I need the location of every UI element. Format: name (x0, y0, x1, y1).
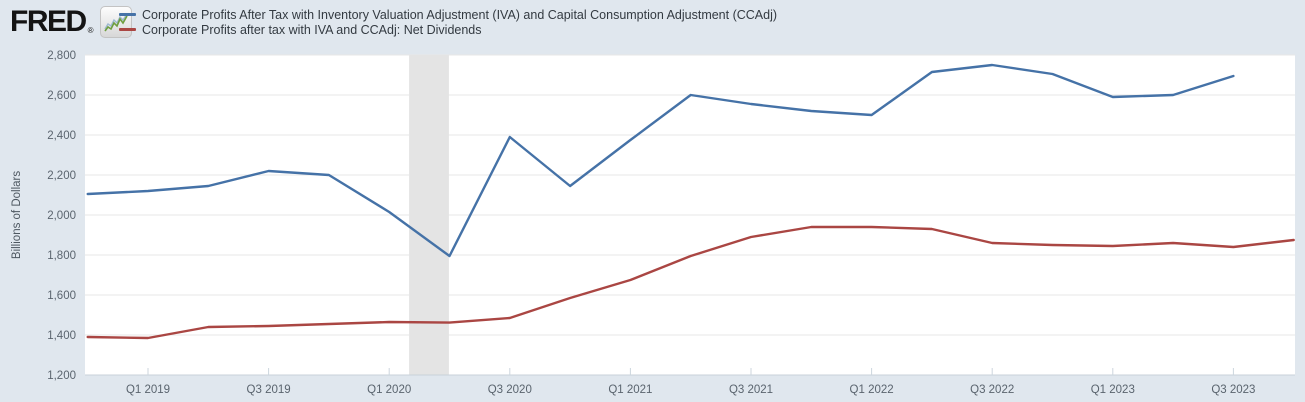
y-tick-label: 2,600 (47, 90, 76, 102)
x-tick-label: Q1 2021 (608, 384, 652, 396)
recession-band (409, 55, 449, 375)
x-tick-label: Q3 2021 (729, 384, 773, 396)
y-tick-label: 2,200 (47, 170, 76, 182)
registered-trademark: ® (87, 26, 94, 35)
y-tick-label: 2,000 (47, 210, 76, 222)
legend-label: Corporate Profits After Tax with Invento… (142, 7, 778, 22)
fred-logo-text: FRED (10, 5, 87, 38)
y-tick-label: 1,200 (47, 370, 76, 382)
legend-item-dividends[interactable]: Corporate Profits after tax with IVA and… (119, 22, 777, 37)
y-tick-label: 1,800 (47, 250, 76, 262)
y-tick-label: 1,600 (47, 290, 76, 302)
series-line-1[interactable] (86, 225, 1295, 340)
legend-line-swatch-blue (119, 13, 136, 16)
y-tick-label: 1,400 (47, 330, 76, 342)
x-tick-label: Q3 2019 (247, 384, 291, 396)
legend-line-swatch-red (119, 28, 136, 31)
chart-legend: Corporate Profits After Tax with Invento… (119, 7, 777, 37)
fred-logo[interactable]: FRED ® (10, 6, 132, 38)
x-tick-label: Q1 2019 (126, 384, 170, 396)
x-tick-label: Q1 2020 (367, 384, 411, 396)
x-tick-label: Q1 2023 (1091, 384, 1135, 396)
x-tick-label: Q1 2022 (850, 384, 894, 396)
fred-logo-sparkline-icon (99, 6, 132, 38)
y-tick-label: 2,400 (47, 130, 76, 142)
series-line-0[interactable] (86, 63, 1235, 258)
y-tick-label: 2,800 (47, 50, 76, 62)
x-tick-label: Q3 2022 (970, 384, 1014, 396)
y-axis-title: Billions of Dollars (11, 171, 23, 259)
legend-item-profits[interactable]: Corporate Profits After Tax with Invento… (119, 7, 777, 22)
x-tick-label: Q3 2023 (1211, 384, 1255, 396)
x-tick-label: Q3 2020 (488, 384, 532, 396)
legend-label: Corporate Profits after tax with IVA and… (142, 22, 482, 37)
